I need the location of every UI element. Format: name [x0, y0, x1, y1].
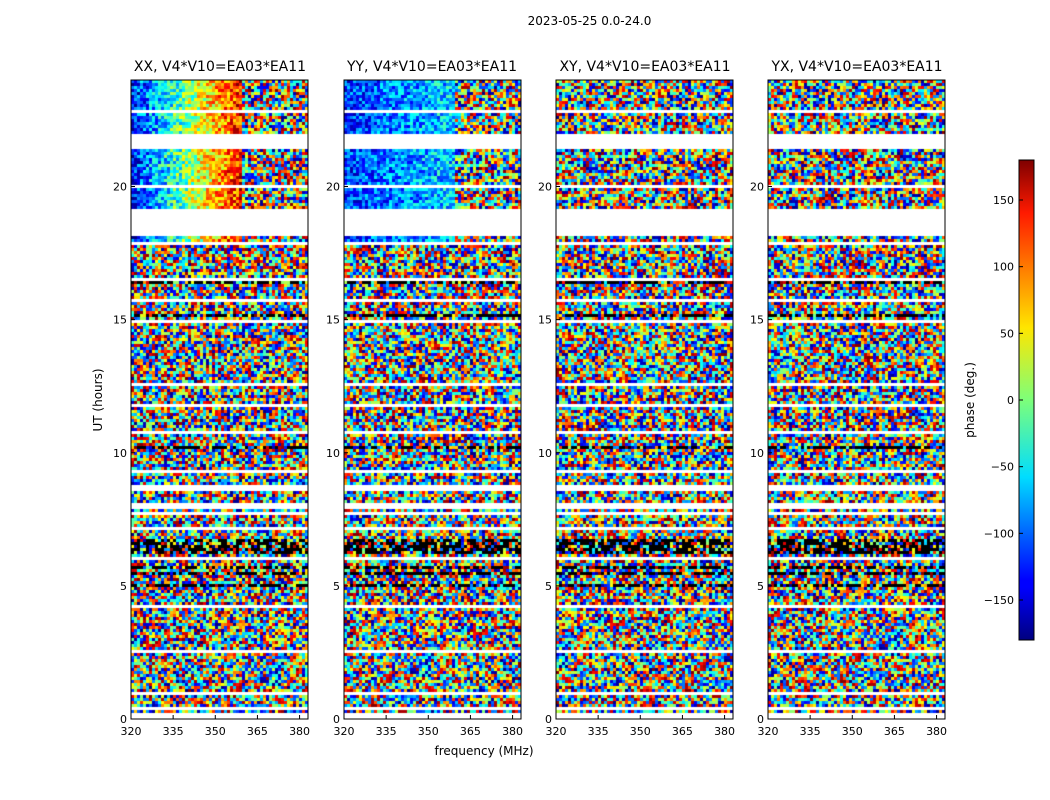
colorbar: 150 100 50 0 −50 −100 −150 — [984, 159, 1035, 641]
y-tick-label: 20 — [750, 181, 764, 194]
x-tick-label: 380 — [714, 725, 735, 738]
heatmap-panel-1: 0 5 10 15 20 320 335 350 365 380 — [113, 79, 310, 738]
x-tick-label: 335 — [588, 725, 609, 738]
y-tick-label: 5 — [333, 580, 340, 593]
y-tick-label: 15 — [750, 314, 764, 327]
panel-title-xx: XX, V4*V10=EA03*EA11 — [133, 59, 307, 75]
x-tick-label: 350 — [205, 725, 226, 738]
panel-frame — [343, 79, 522, 720]
y-tick-label: 0 — [333, 713, 340, 726]
y-tick-label: 10 — [113, 447, 127, 460]
heatmap-panel-4: 0 5 10 15 20 320 335 350 365 380 — [750, 79, 947, 738]
x-tick-label: 350 — [418, 725, 439, 738]
y-tick-label: 15 — [113, 314, 127, 327]
y-tick-label: 10 — [538, 447, 552, 460]
colorbar-tick-label: 150 — [993, 194, 1014, 207]
heatmap-panel-2: 0 5 10 15 20 320 335 350 365 380 — [326, 79, 523, 738]
heatmap-image — [556, 80, 733, 719]
x-tick-label: 320 — [546, 725, 567, 738]
x-tick-label: 335 — [800, 725, 821, 738]
heatmap-panel-3: 0 5 10 15 20 320 335 350 365 380 — [538, 79, 735, 738]
x-tick-label: 350 — [842, 725, 863, 738]
y-tick-label: 20 — [538, 181, 552, 194]
y-tick-label: 10 — [750, 447, 764, 460]
x-tick-label: 335 — [376, 725, 397, 738]
x-tick-label: 320 — [334, 725, 355, 738]
colorbar-tick-label: 50 — [1000, 327, 1014, 340]
y-tick-label: 15 — [326, 314, 340, 327]
colorbar-tick-label: 100 — [993, 261, 1014, 274]
y-tick-label: 0 — [757, 713, 764, 726]
y-tick-label: 5 — [120, 580, 127, 593]
colorbar-tick-label: −100 — [984, 527, 1014, 540]
y-tick-label: 10 — [326, 447, 340, 460]
x-axis-label: frequency (MHz) — [434, 744, 534, 758]
x-tick-label: 320 — [121, 725, 142, 738]
figure-title: 2023-05-25 0.0-24.0 — [527, 14, 652, 28]
panel-title-xy: XY, V4*V10=EA03*EA11 — [559, 59, 731, 75]
y-tick-label: 0 — [545, 713, 552, 726]
x-tick-label: 335 — [163, 725, 184, 738]
heatmap-image — [768, 80, 945, 719]
panel-frame — [767, 79, 946, 720]
heatmap-image — [131, 80, 308, 719]
colorbar-tick-label: −150 — [984, 594, 1014, 607]
x-tick-label: 365 — [884, 725, 905, 738]
heatmap-image — [344, 80, 521, 719]
colorbar-tick-label: 0 — [1007, 394, 1014, 407]
y-tick-label: 5 — [545, 580, 552, 593]
x-tick-label: 380 — [926, 725, 947, 738]
x-tick-label: 320 — [758, 725, 779, 738]
x-tick-label: 380 — [502, 725, 523, 738]
panel-title-yx: YX, V4*V10=EA03*EA11 — [771, 59, 943, 75]
y-tick-label: 5 — [757, 580, 764, 593]
y-tick-label: 20 — [113, 181, 127, 194]
x-tick-label: 365 — [460, 725, 481, 738]
x-tick-label: 365 — [672, 725, 693, 738]
y-tick-label: 20 — [326, 181, 340, 194]
x-tick-label: 380 — [289, 725, 310, 738]
panel-frame — [555, 79, 734, 720]
panel-frame — [130, 79, 309, 720]
panel-title-yy: YY, V4*V10=EA03*EA11 — [346, 59, 518, 75]
x-tick-label: 365 — [247, 725, 268, 738]
x-tick-label: 350 — [630, 725, 651, 738]
y-tick-label: 0 — [120, 713, 127, 726]
y-tick-label: 15 — [538, 314, 552, 327]
colorbar-tick-label: −50 — [991, 461, 1014, 474]
